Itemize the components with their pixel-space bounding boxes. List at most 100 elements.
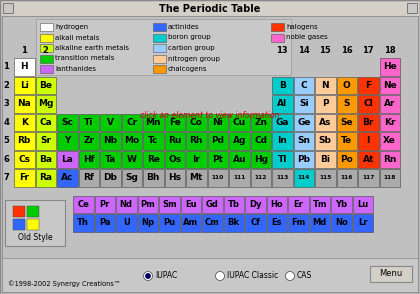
Text: 117: 117 [362, 175, 375, 180]
Text: B: B [279, 81, 286, 90]
Text: Fr: Fr [19, 173, 29, 182]
Text: Ho: Ho [270, 200, 283, 209]
Text: Au: Au [233, 155, 246, 164]
Bar [100, 113, 121, 131]
Bar [40, 44, 53, 52]
Text: 1: 1 [3, 62, 9, 71]
Bar [370, 266, 412, 282]
Text: Se: Se [341, 118, 353, 127]
Text: Pa: Pa [99, 218, 110, 227]
Text: 110: 110 [212, 175, 224, 180]
Bar [36, 169, 56, 186]
Bar [79, 132, 99, 150]
Bar [336, 151, 357, 168]
Bar [380, 95, 400, 113]
Bar [79, 169, 99, 186]
Text: 6: 6 [3, 155, 9, 164]
Text: Nd: Nd [120, 200, 133, 209]
Bar [40, 23, 53, 31]
Text: Pt: Pt [212, 155, 223, 164]
Bar [331, 196, 352, 213]
Text: 115: 115 [319, 175, 331, 180]
Text: actinides: actinides [168, 24, 199, 30]
Bar [186, 169, 207, 186]
Text: Cl: Cl [363, 99, 373, 108]
Text: Cd: Cd [254, 136, 267, 145]
Text: Nb: Nb [103, 136, 117, 145]
Bar [250, 151, 271, 168]
Bar [271, 34, 284, 41]
Bar [207, 113, 228, 131]
Bar [165, 151, 185, 168]
Bar [137, 214, 158, 231]
Bar [57, 169, 78, 186]
Text: boron group: boron group [168, 34, 210, 41]
Bar [380, 76, 400, 94]
Bar [13, 206, 25, 217]
Text: O: O [343, 81, 351, 90]
Text: IUPAC: IUPAC [155, 271, 177, 280]
Text: Ne: Ne [383, 81, 396, 90]
Bar [143, 113, 163, 131]
Bar [2, 258, 418, 292]
Text: Li: Li [20, 81, 29, 90]
Text: Y: Y [64, 136, 71, 145]
Text: F: F [365, 81, 371, 90]
Text: alkaline earth metals: alkaline earth metals [55, 45, 129, 51]
Text: Yb: Yb [335, 200, 347, 209]
Text: Tb: Tb [228, 200, 240, 209]
Text: Ti: Ti [84, 118, 93, 127]
Bar [57, 113, 78, 131]
Bar [202, 214, 223, 231]
Bar [331, 214, 352, 231]
Bar [272, 132, 292, 150]
Bar [294, 113, 314, 131]
Bar [181, 214, 201, 231]
Bar [165, 132, 185, 150]
Text: 13: 13 [276, 46, 288, 55]
Bar [229, 113, 249, 131]
Bar [245, 196, 265, 213]
Text: Am: Am [183, 218, 198, 227]
Bar [153, 44, 166, 52]
Text: 7: 7 [3, 173, 9, 182]
Text: Pr: Pr [100, 200, 110, 209]
Bar [272, 76, 292, 94]
Bar [294, 132, 314, 150]
Text: Sg: Sg [125, 173, 138, 182]
Bar [315, 132, 336, 150]
Text: The Periodic Table: The Periodic Table [159, 4, 261, 14]
Text: Old Style: Old Style [18, 233, 52, 243]
Bar [36, 113, 56, 131]
Bar [358, 151, 378, 168]
Bar [116, 214, 136, 231]
Text: 114: 114 [297, 175, 310, 180]
Bar [165, 169, 185, 186]
Text: Db: Db [103, 173, 117, 182]
Bar [294, 151, 314, 168]
Bar [336, 169, 357, 186]
Bar [159, 214, 179, 231]
Text: Bi: Bi [320, 155, 330, 164]
Bar [14, 58, 34, 76]
Bar [250, 132, 271, 150]
Text: Fm: Fm [291, 218, 305, 227]
Bar [40, 65, 53, 73]
Text: Sm: Sm [162, 200, 176, 209]
Text: I: I [367, 136, 370, 145]
Bar [36, 151, 56, 168]
Text: Sr: Sr [40, 136, 51, 145]
Text: Sn: Sn [297, 136, 310, 145]
Bar [223, 214, 244, 231]
Bar [153, 54, 166, 63]
Text: Zn: Zn [254, 118, 267, 127]
Bar [36, 95, 56, 113]
Text: K: K [21, 118, 28, 127]
Text: Zr: Zr [83, 136, 94, 145]
Text: Cm: Cm [205, 218, 220, 227]
Text: 1: 1 [21, 46, 27, 55]
Bar [358, 113, 378, 131]
Text: 113: 113 [276, 175, 289, 180]
Text: hydrogen: hydrogen [55, 24, 88, 30]
Bar [5, 200, 65, 246]
